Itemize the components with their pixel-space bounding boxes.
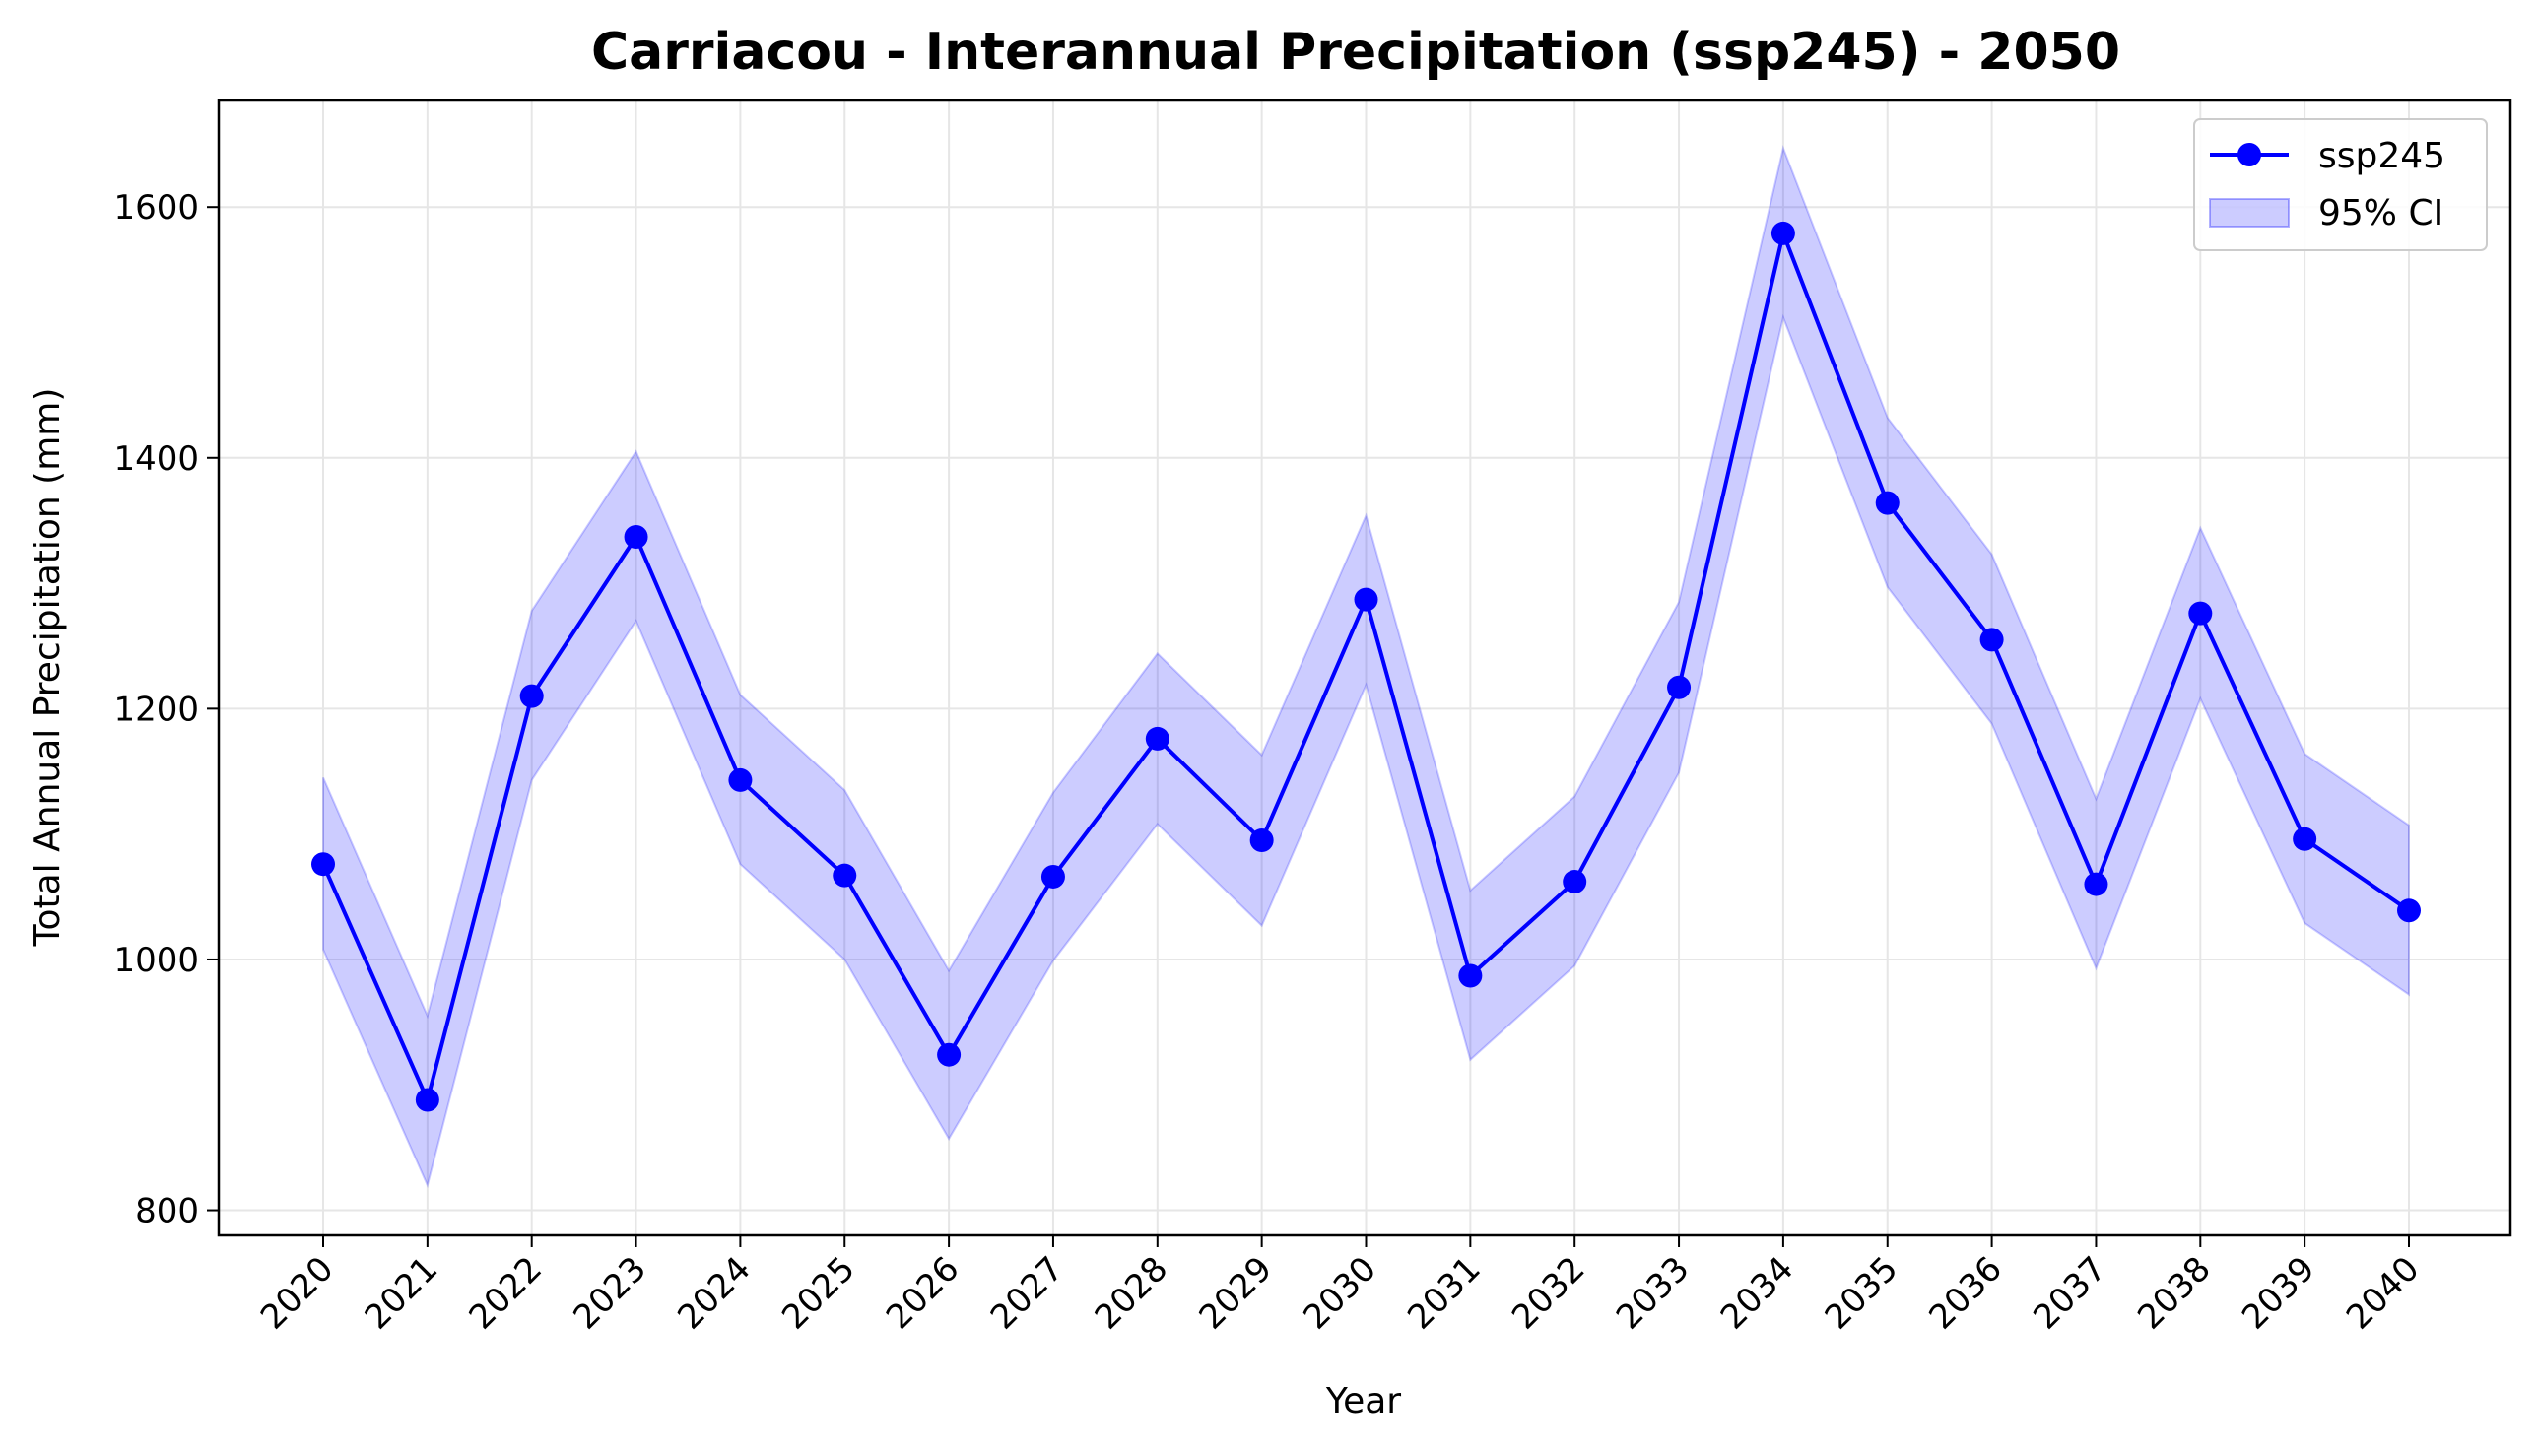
y-axis-label: Total Annual Precipitation (mm) <box>28 388 68 948</box>
y-tick-label: 1000 <box>113 941 199 980</box>
series-layer <box>311 221 2421 1112</box>
y-tick-label: 800 <box>135 1192 199 1231</box>
x-tick-label: 2034 <box>1713 1249 1801 1337</box>
y-tick-label: 1600 <box>113 188 199 228</box>
data-point-2035 <box>1875 491 1900 515</box>
data-point-2021 <box>415 1088 439 1112</box>
x-tick-label: 2036 <box>1921 1249 2009 1337</box>
x-tick-label: 2022 <box>462 1249 550 1337</box>
data-point-2020 <box>311 852 335 877</box>
data-point-2024 <box>728 767 753 792</box>
data-point-2037 <box>2084 872 2108 896</box>
legend-series-marker-swatch <box>2237 143 2261 166</box>
x-tick-label: 2039 <box>2235 1249 2322 1337</box>
data-point-2040 <box>2397 898 2421 923</box>
data-point-2026 <box>937 1042 962 1067</box>
data-point-2039 <box>2293 827 2317 851</box>
plot-area-frame <box>217 99 2512 1237</box>
data-point-2022 <box>519 684 544 708</box>
confidence-band-layer <box>322 144 2410 1189</box>
y-tick-label: 1400 <box>113 439 199 479</box>
legend-band-swatch <box>2209 198 2290 228</box>
x-tick-label: 2033 <box>1609 1249 1697 1337</box>
data-point-2025 <box>833 863 857 888</box>
data-point-2027 <box>1040 864 1065 889</box>
y-axis-ticks: 800 1000 1200 1400 1600 <box>113 188 219 1231</box>
x-tick-label: 2026 <box>879 1249 967 1337</box>
x-tick-label: 2023 <box>566 1249 653 1337</box>
legend-box <box>2193 118 2488 251</box>
data-point-2033 <box>1667 675 1692 699</box>
x-tick-label: 2025 <box>774 1249 862 1337</box>
data-point-2031 <box>1458 963 1483 988</box>
x-tick-label: 2032 <box>1504 1249 1592 1337</box>
data-point-2036 <box>1979 628 2004 652</box>
data-point-2029 <box>1249 828 1274 853</box>
x-axis-ticks: 2020 2021 2022 2023 2024 2025 2026 2027 2028 2029… <box>253 1235 2427 1338</box>
data-point-2038 <box>2188 601 2213 626</box>
x-tick-label: 2038 <box>2130 1249 2218 1337</box>
x-tick-label: 2040 <box>2339 1249 2427 1337</box>
x-tick-label: 2031 <box>1400 1249 1488 1337</box>
x-tick-label: 2029 <box>1192 1249 1280 1337</box>
data-point-2032 <box>1563 870 1587 894</box>
data-point-2030 <box>1354 587 1378 612</box>
data-point-2023 <box>624 524 648 549</box>
x-tick-label: 2020 <box>253 1249 341 1337</box>
x-tick-label: 2030 <box>1296 1249 1383 1337</box>
x-tick-label: 2035 <box>1818 1249 1905 1337</box>
legend: ssp245 95% CI <box>2193 118 2488 251</box>
y-tick-label: 1200 <box>113 690 199 729</box>
chart-title: Carriacou - Interannual Precipitation (s… <box>591 23 2120 82</box>
data-point-2034 <box>1770 221 1795 245</box>
x-tick-label: 2028 <box>1088 1249 1175 1337</box>
x-tick-label: 2027 <box>983 1249 1071 1337</box>
legend-label-ssp245: ssp245 <box>2318 136 2445 176</box>
legend-label-ci: 95% CI <box>2318 193 2443 233</box>
grid-lines <box>219 100 2510 1235</box>
confidence-band-area <box>322 144 2410 1189</box>
x-tick-label: 2021 <box>358 1249 445 1337</box>
data-point-2028 <box>1145 726 1169 751</box>
x-tick-label: 2037 <box>2026 1249 2113 1337</box>
x-tick-label: 2024 <box>670 1249 758 1337</box>
x-axis-label: Year <box>1325 1381 1401 1422</box>
